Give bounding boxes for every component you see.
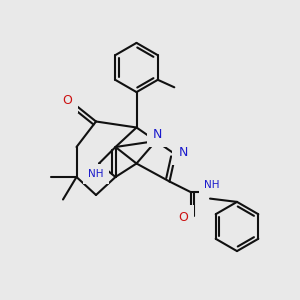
Text: N: N xyxy=(153,128,162,141)
Text: N: N xyxy=(178,146,188,159)
Text: O: O xyxy=(62,94,72,107)
Text: O: O xyxy=(178,211,188,224)
Text: NH: NH xyxy=(204,180,219,190)
Text: NH: NH xyxy=(88,169,104,179)
